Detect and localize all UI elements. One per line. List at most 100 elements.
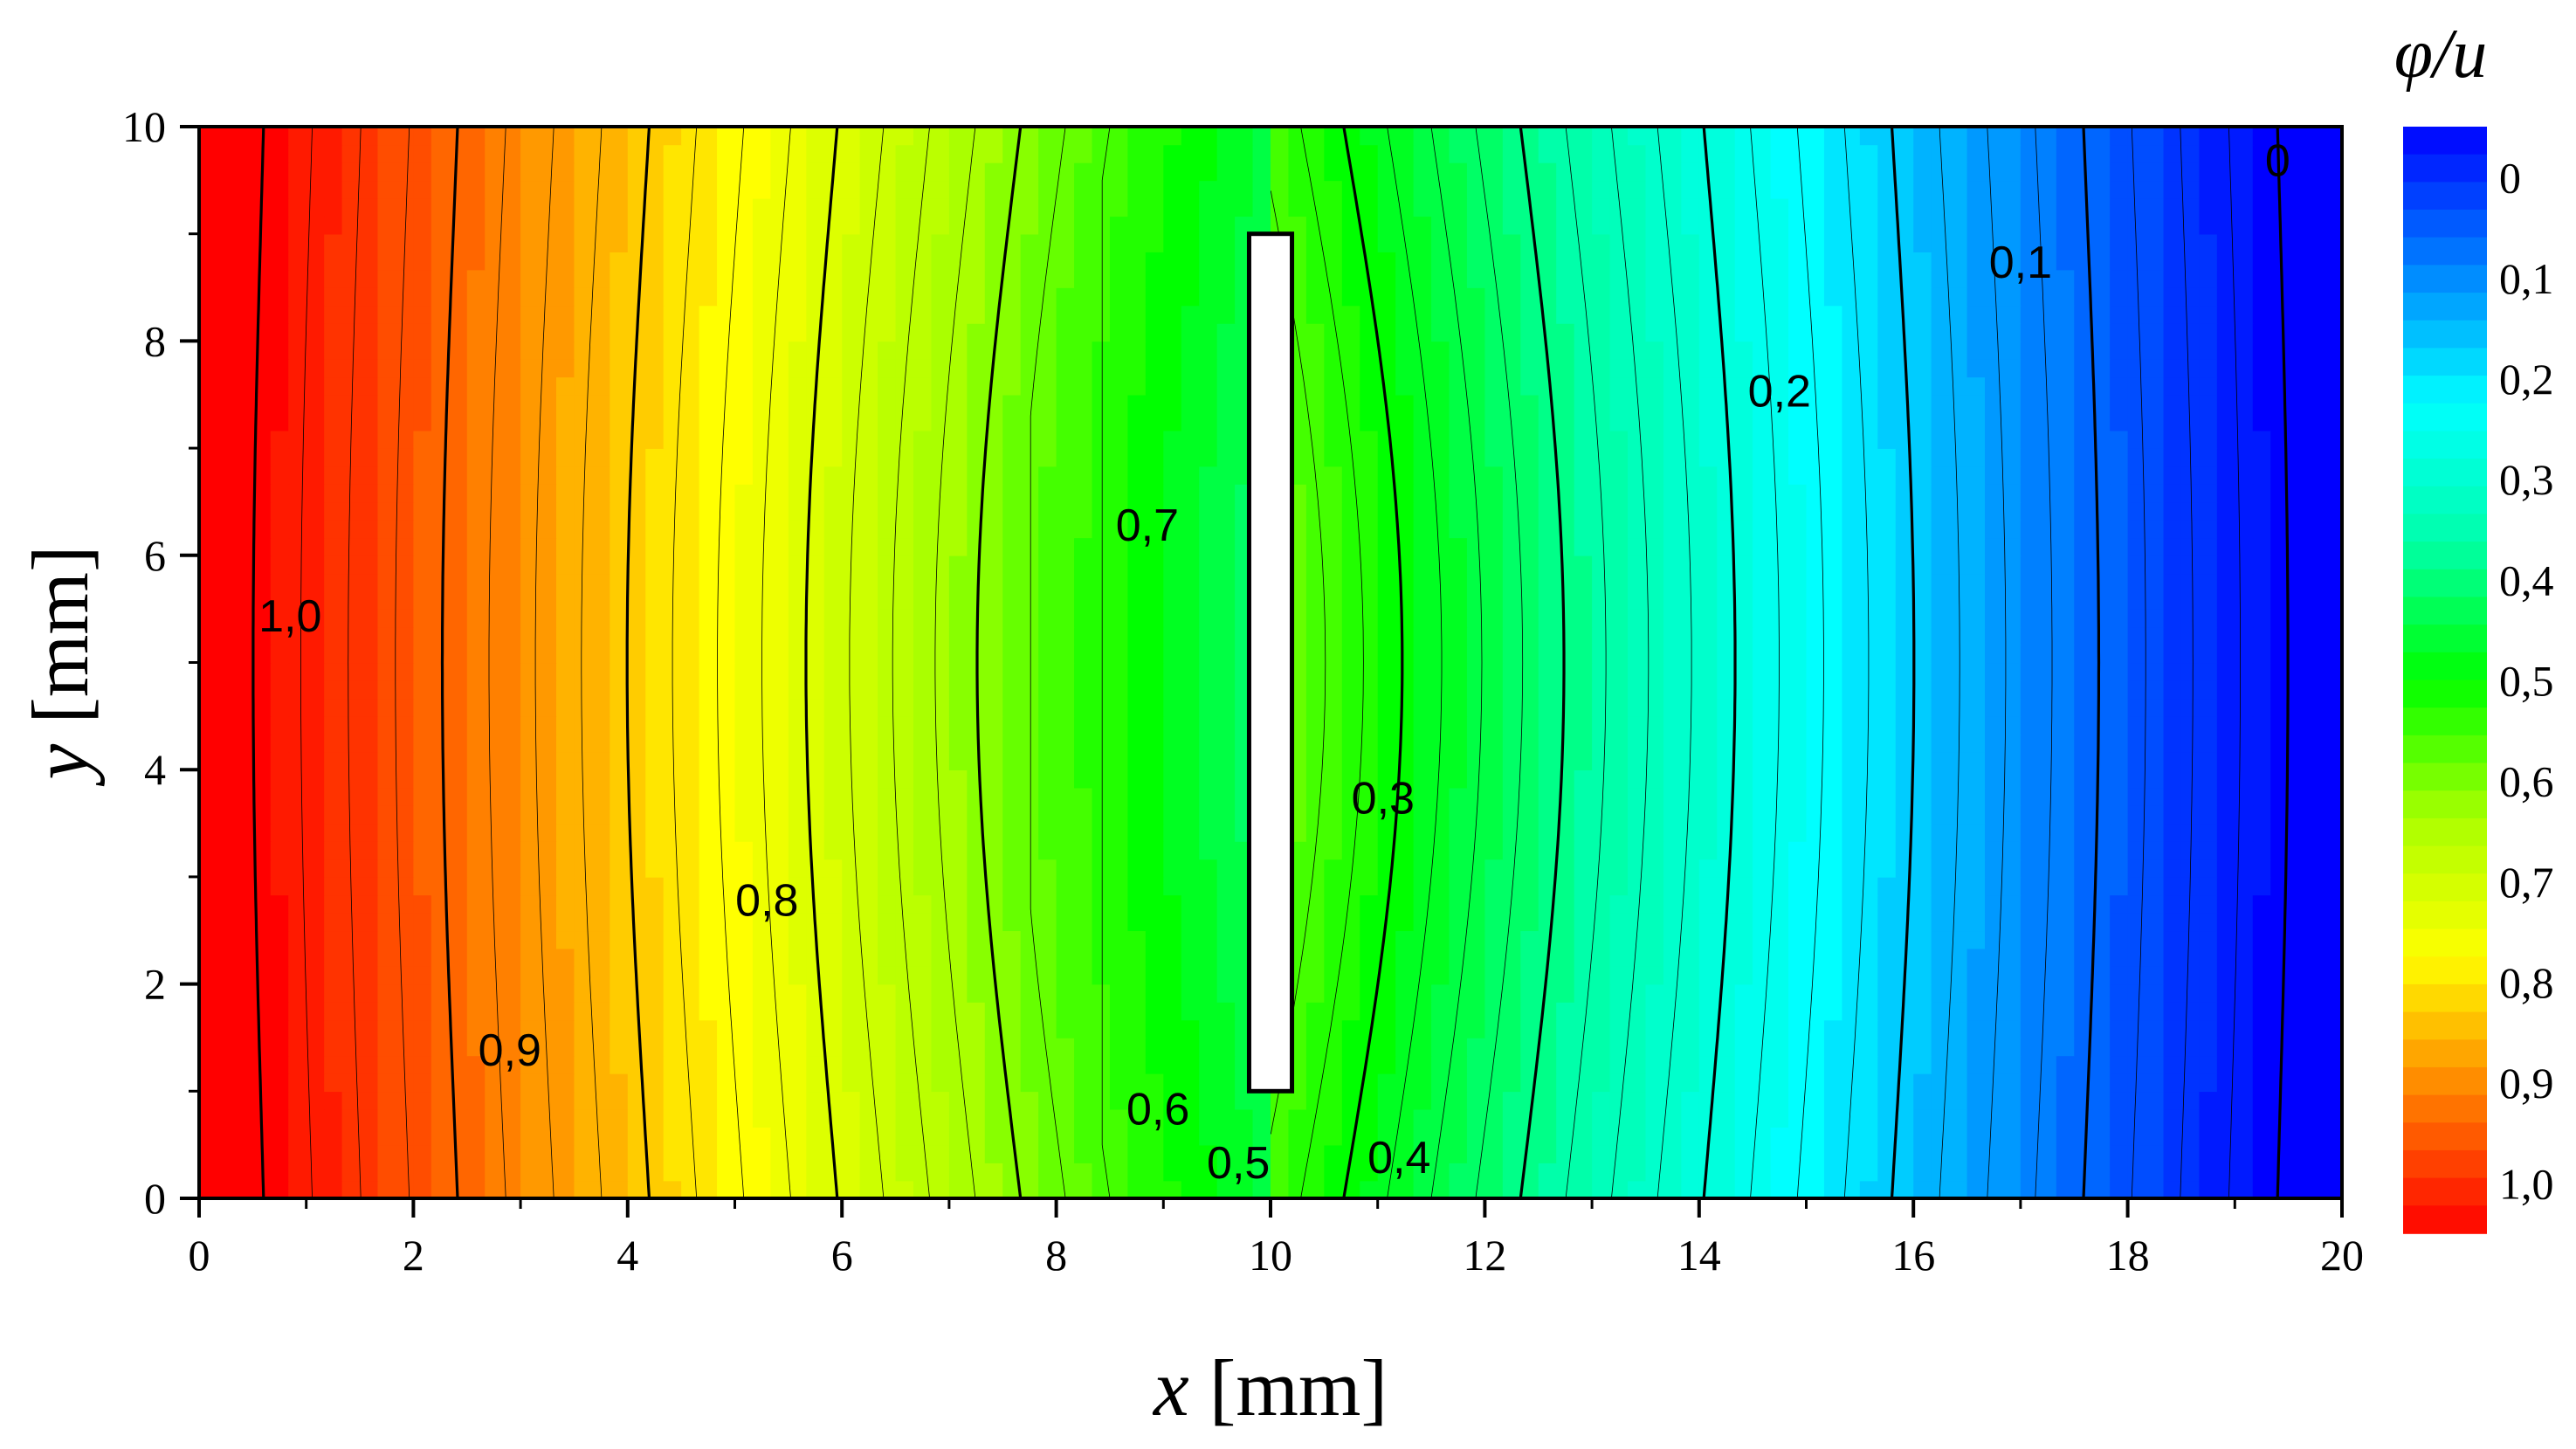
field-cell: [1360, 1163, 1379, 1182]
field-cell: [2216, 1108, 2236, 1128]
field-cell: [788, 930, 808, 949]
field-cell: [1681, 1127, 1700, 1146]
field-cell: [1734, 1073, 1753, 1093]
field-cell: [1360, 1127, 1379, 1146]
field-cell: [2002, 519, 2022, 539]
field-cell: [1823, 876, 1843, 896]
field-cell: [734, 1127, 754, 1146]
field-cell: [199, 1091, 218, 1110]
field-cell: [770, 751, 789, 770]
field-cell: [1609, 555, 1629, 575]
field-cell: [1127, 1002, 1147, 1021]
field-cell: [1109, 966, 1129, 985]
field-cell: [1877, 626, 1897, 645]
field-cell: [1324, 1163, 1343, 1182]
field-cell: [1484, 894, 1504, 914]
field-cell: [2002, 662, 2022, 681]
field-cell: [1145, 1073, 1165, 1093]
field-cell: [234, 734, 254, 753]
field-cell: [1663, 609, 1683, 628]
field-cell: [931, 805, 950, 825]
field-cell: [1377, 1091, 1396, 1110]
field-cell: [1163, 912, 1182, 932]
field-cell: [1698, 983, 1718, 1003]
field-cell: [413, 466, 432, 485]
field-cell: [1770, 1002, 1789, 1021]
field-cell: [895, 894, 914, 914]
field-cell: [823, 1055, 843, 1074]
field-cell: [967, 1002, 986, 1021]
field-cell: [502, 966, 521, 985]
field-cell: [1895, 823, 1914, 842]
field-cell: [770, 484, 789, 503]
field-cell: [2216, 501, 2236, 521]
field-cell: [1002, 1180, 1022, 1198]
field-cell: [699, 609, 718, 628]
field-cell: [199, 484, 218, 503]
field-cell: [1538, 859, 1557, 878]
field-cell: [2056, 930, 2076, 949]
field-cell: [2110, 894, 2129, 914]
field-cell: [324, 626, 343, 645]
field-cell: [1109, 1144, 1129, 1163]
field-cell: [1806, 590, 1825, 610]
field-cell: [2038, 966, 2057, 985]
field-cell: [1413, 1037, 1432, 1057]
field-cell: [1092, 484, 1111, 503]
field-cell: [788, 876, 808, 896]
field-cell: [895, 876, 914, 896]
field-cell: [1877, 537, 1897, 556]
field-cell: [1734, 537, 1753, 556]
field-cell: [520, 1073, 540, 1093]
field-cell: [1413, 537, 1432, 556]
field-cell: [1484, 841, 1504, 860]
field-cell: [2270, 1180, 2290, 1198]
field-cell: [234, 805, 254, 825]
field-cell: [1913, 698, 1932, 717]
field-cell: [1823, 734, 1843, 753]
field-cell: [2091, 501, 2111, 521]
field-cell: [1842, 841, 1861, 860]
field-cell: [1734, 787, 1753, 806]
field-cell: [2056, 823, 2076, 842]
field-cell: [1305, 1091, 1326, 1110]
field-cell: [395, 1180, 415, 1198]
field-cell: [2180, 645, 2201, 664]
field-cell: [1038, 555, 1057, 575]
field-cell: [217, 680, 236, 700]
field-cell: [842, 1073, 861, 1093]
field-cell: [788, 769, 808, 789]
field-cell: [502, 715, 521, 735]
field-cell: [1628, 751, 1647, 770]
field-cell: [395, 680, 415, 700]
field-cell: [1395, 698, 1415, 717]
field-cell: [948, 912, 968, 932]
field-cell: [485, 930, 504, 949]
field-cell: [2306, 966, 2325, 985]
field-cell: [217, 894, 236, 914]
field-cell: [1628, 555, 1647, 575]
field-cell: [413, 859, 432, 878]
field-cell: [1288, 1180, 1307, 1198]
field-cell: [1788, 1091, 1808, 1110]
field-cell: [1645, 769, 1664, 789]
field-cell: [341, 519, 361, 539]
field-cell: [2146, 1073, 2165, 1093]
field-cell: [1109, 751, 1129, 770]
field-cell: [341, 859, 361, 878]
field-cell: [538, 787, 557, 806]
field-cell: [1127, 876, 1147, 896]
field-cell: [2288, 680, 2307, 700]
field-cell: [2252, 966, 2271, 985]
field-cell: [948, 841, 968, 860]
field-cell: [1753, 912, 1772, 932]
field-cell: [502, 698, 521, 717]
field-cell: [1949, 1091, 1968, 1110]
field-cell: [1753, 645, 1772, 664]
field-cell: [2252, 555, 2271, 575]
field-cell: [1753, 894, 1772, 914]
field-cell: [1431, 1108, 1450, 1128]
field-cell: [663, 734, 682, 753]
field-cell: [1806, 787, 1825, 806]
field-cell: [1966, 537, 1986, 556]
